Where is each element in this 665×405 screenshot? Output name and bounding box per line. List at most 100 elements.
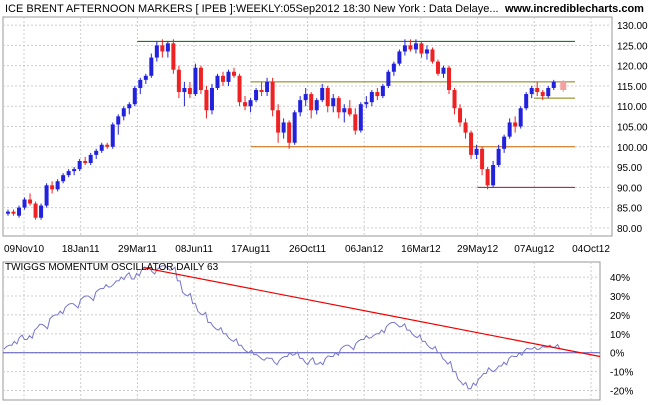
candle-body: [6, 211, 10, 214]
candle-body: [413, 43, 418, 50]
candle-body: [369, 92, 374, 103]
osc-y-tick-label: 20%: [610, 311, 630, 322]
candle-body: [447, 67, 452, 90]
candle-body: [265, 81, 270, 93]
x-tick-label: 17Aug11: [231, 244, 271, 255]
candle-body: [220, 75, 225, 82]
site-url[interactable]: www.incrediblecharts.com: [505, 3, 644, 15]
oscillator-plot-frame: [2, 261, 601, 401]
y-tick-label: 115.00: [617, 82, 647, 93]
candle-body: [469, 132, 474, 155]
candle-body: [314, 100, 319, 111]
osc-trend-line: [143, 267, 601, 358]
candle-body: [209, 87, 214, 111]
candle-body: [430, 49, 435, 62]
chart-title: ICE BRENT AFTERNOON MARKERS [ IPEB ]:WEE…: [5, 3, 499, 15]
candle-body: [276, 110, 281, 133]
candle-body: [44, 185, 49, 206]
candle-body: [281, 122, 286, 133]
candle-body: [320, 87, 325, 101]
candle-body: [232, 71, 237, 76]
candle-body: [342, 108, 347, 113]
candle-body: [292, 112, 297, 143]
candle-body: [243, 102, 248, 107]
candle-body: [309, 94, 314, 111]
x-tick-label: 18Jan11: [62, 244, 100, 255]
candle-body: [72, 169, 77, 172]
y-tick-label: 110.00: [617, 102, 647, 113]
candle-body: [364, 102, 369, 105]
osc-y-tick-label: -20%: [610, 387, 633, 398]
candle-body: [11, 211, 16, 214]
y-tick-label: 95.00: [617, 163, 642, 174]
projected-candle-body: [560, 81, 567, 90]
candle-body: [463, 122, 468, 133]
candle-body: [353, 114, 358, 131]
candle-body: [408, 45, 413, 50]
candle-body: [529, 87, 534, 95]
candle-body: [518, 108, 523, 127]
candle-body: [303, 94, 308, 101]
candle-body: [248, 100, 253, 107]
candle-body: [496, 148, 501, 166]
candle-body: [83, 160, 88, 163]
candle-body: [546, 87, 551, 97]
x-tick-label: 16Mar12: [401, 244, 441, 255]
candle-body: [110, 124, 115, 147]
candle-body: [491, 165, 496, 186]
candle-body: [237, 75, 242, 103]
candle-body: [270, 81, 275, 111]
candle-body: [171, 43, 176, 70]
candle-body: [485, 169, 490, 186]
x-tick-label: 29Mar11: [118, 244, 157, 255]
x-tick-label: 26Oct11: [289, 244, 326, 255]
y-tick-label: 105.00: [617, 123, 648, 134]
candle-body: [419, 43, 424, 54]
x-tick-label: 04Oct12: [572, 244, 610, 255]
candle-body: [259, 90, 264, 93]
x-tick-label: 29May12: [457, 244, 499, 255]
candle-body: [441, 67, 446, 74]
candle-body: [193, 67, 198, 95]
candle-body: [127, 104, 132, 109]
candle-body: [99, 144, 104, 151]
candle-body: [535, 87, 540, 93]
candle-body: [325, 87, 330, 107]
osc-series-line: [3, 265, 563, 390]
candle-body: [480, 148, 485, 170]
oscillator-panel: 40% 30% 20% 10% 0% -10% -20%: [2, 261, 633, 401]
candle-body: [435, 61, 440, 74]
y-tick-label: 130.00: [617, 21, 648, 32]
candle-body: [386, 71, 391, 86]
candle-body: [513, 122, 518, 127]
candle-body: [94, 150, 99, 155]
candle-body: [50, 185, 55, 190]
candle-body: [347, 108, 352, 115]
candle-body: [176, 69, 181, 93]
candle-body: [33, 203, 38, 218]
osc-y-tick-label: 40%: [610, 273, 630, 284]
candle-body: [502, 136, 507, 149]
candle-body: [375, 92, 380, 97]
candle-body: [121, 108, 126, 117]
candle-body: [22, 199, 27, 208]
candle-body: [474, 148, 479, 155]
candle-body: [165, 43, 170, 52]
candle-body: [358, 104, 363, 131]
candle-body: [132, 87, 137, 105]
price-panel: 80.00 85.00 90.00 95.00 100.00 105.00 110.00 11…: [2, 16, 648, 255]
candle-body: [105, 144, 110, 147]
candle-body: [551, 81, 556, 88]
candle-body: [149, 57, 154, 76]
candle-body: [524, 94, 529, 109]
x-tick-label: 06Jan12: [345, 244, 384, 255]
candle-body: [215, 75, 220, 88]
candle-body: [397, 51, 402, 64]
candle-body: [143, 75, 148, 80]
x-tick-label: 08Jun11: [175, 244, 213, 255]
y-tick-label: 90.00: [617, 183, 642, 194]
candle-body: [160, 45, 165, 52]
candle-body: [380, 85, 385, 97]
candle-body: [154, 45, 159, 58]
